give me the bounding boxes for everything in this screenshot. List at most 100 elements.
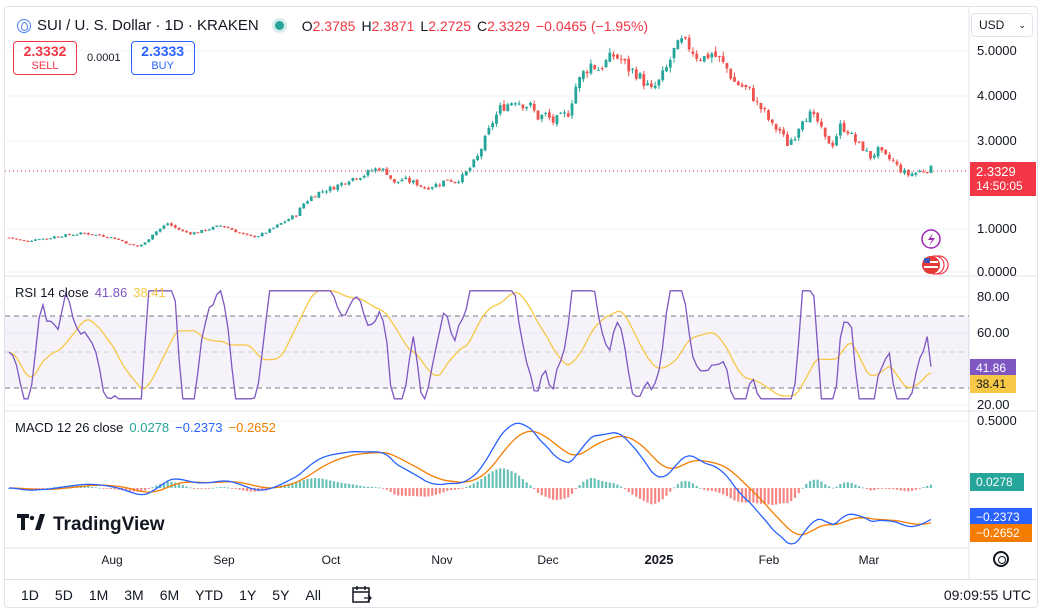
candle-body [895, 161, 899, 165]
tradingview-logo[interactable]: TradingView [17, 513, 165, 536]
rsi-legend[interactable]: RSI 14 close 41.86 38.41 [15, 285, 166, 300]
timeframe-1d[interactable]: 1D [21, 586, 39, 603]
macd-histogram-bar [404, 488, 407, 496]
macd-histogram-bar [820, 481, 823, 488]
candle-body [649, 83, 653, 87]
price-label: 0.0000 [977, 264, 1017, 279]
price-scale[interactable]: 5.0000 4.0000 3.0000 1.0000 0.0000 [977, 43, 1017, 279]
macd-histogram-bar [113, 488, 116, 490]
candle-body [865, 150, 869, 152]
candle-body [419, 185, 423, 187]
candle-body [593, 65, 597, 70]
candle-body [279, 223, 283, 225]
macd-histogram-bar [166, 481, 169, 488]
macd-hist-legend-value: 0.0278 [129, 420, 170, 435]
macd-histogram-bar [646, 488, 649, 503]
candle-body [608, 52, 612, 62]
timeframe-5d[interactable]: 5D [54, 586, 73, 603]
candle-body [547, 112, 551, 118]
utc-clock[interactable]: 09:09:55 UTC [943, 587, 1031, 603]
candle-body [268, 228, 272, 233]
macd-signal-line [9, 430, 932, 536]
macd-histogram-bar [536, 488, 540, 493]
candle-body [797, 128, 801, 138]
macd-histogram-bar [370, 486, 373, 488]
candle-body [498, 105, 502, 114]
macd-histogram-bar [559, 488, 562, 500]
candle-body [495, 114, 498, 124]
lightning-event-icon[interactable] [921, 229, 941, 249]
timeframe-5y[interactable]: 5Y [272, 586, 290, 603]
candle-body [102, 235, 105, 237]
candle-body [612, 54, 615, 57]
calendar-range-icon[interactable] [351, 585, 373, 605]
candle-body [449, 180, 453, 182]
buy-button[interactable]: 2.3333 BUY [130, 41, 195, 75]
candle-body [79, 232, 83, 235]
macd-histogram-bar [91, 486, 94, 488]
macd-histogram-bar [211, 487, 215, 489]
macd-histogram-bar [397, 488, 400, 496]
candle-body [665, 67, 668, 72]
candle-body [903, 170, 906, 174]
macd-histogram-bar [763, 488, 766, 505]
candle-body [325, 191, 328, 193]
candle-body [563, 112, 566, 114]
macd-histogram-bar [876, 488, 880, 490]
macd-histogram-bar [457, 488, 460, 490]
candle-body [717, 56, 721, 58]
macd-histogram-bar [499, 468, 502, 488]
rsi-scale[interactable]: 80.00 60.00 20.00 [977, 289, 1010, 412]
macd-histogram-bar [302, 480, 305, 488]
market-status-icon[interactable] [274, 21, 284, 30]
candle-body [158, 228, 162, 232]
timeframe-1m[interactable]: 1M [88, 586, 109, 603]
currency-select[interactable]: USD ⌄ [971, 13, 1033, 37]
macd-histogram-bar [177, 483, 181, 488]
candle-body [472, 159, 476, 168]
candle-body [854, 134, 857, 143]
time-axis[interactable]: Aug Sep Oct Nov Dec 2025 Feb Mar [101, 552, 879, 567]
candle-body [680, 38, 684, 43]
candle-body [857, 141, 861, 143]
macd-histogram-bar [586, 479, 589, 488]
candle-body [343, 183, 347, 185]
macd-legend[interactable]: MACD 12 26 close 0.0278 −0.2373 −0.2652 [15, 420, 276, 435]
timeframe-3m[interactable]: 3M [124, 586, 144, 603]
price-label: 3.0000 [977, 133, 1017, 148]
candle-body [725, 63, 729, 69]
macd-scale[interactable]: 0.5000 [977, 413, 1017, 428]
macd-histogram-bar [824, 484, 827, 488]
candle-body [808, 111, 812, 123]
time-label: Mar [859, 553, 880, 567]
chart-canvas[interactable]: 5.0000 4.0000 3.0000 1.0000 0.0000 80.00… [5, 7, 1038, 579]
settings-gear-icon[interactable] [993, 551, 1009, 567]
sell-button[interactable]: 2.3332 SELL [13, 41, 77, 75]
macd-histogram-bar [533, 488, 536, 490]
timeframe-1y[interactable]: 1Y [239, 586, 257, 603]
candle-body [653, 85, 657, 89]
timeframe-6m[interactable]: 6M [159, 586, 180, 603]
macd-histogram-bar [287, 483, 290, 488]
timeframe-ytd[interactable]: YTD [195, 586, 224, 603]
macd-histogram-bar [620, 486, 623, 488]
macd-histogram-bar [627, 488, 630, 493]
candle-body [710, 53, 714, 58]
us-flag-event-icon[interactable] [922, 255, 949, 275]
candle-body [321, 191, 325, 193]
candle-body [302, 203, 306, 209]
timeframe-all[interactable]: All [305, 586, 321, 603]
low-value: 2.2725 [428, 17, 472, 34]
candle-body [430, 187, 434, 189]
macd-histogram-bar [408, 488, 411, 496]
candle-body [7, 237, 11, 239]
macd-histogram-bar [929, 484, 933, 488]
candle-body [139, 244, 143, 247]
candle-body [615, 54, 619, 59]
rsi-ma-value-tag: 38.41 [970, 375, 1016, 393]
symbol-title[interactable]: SUI / U. S. Dollar · 1D · KRAKEN [37, 17, 259, 34]
candle-body [597, 69, 600, 71]
symbol-legend[interactable]: SUI / U. S. Dollar · 1D · KRAKEN O2.3785… [17, 17, 648, 34]
candle-body [404, 177, 408, 180]
macd-histogram-bar [907, 488, 910, 492]
